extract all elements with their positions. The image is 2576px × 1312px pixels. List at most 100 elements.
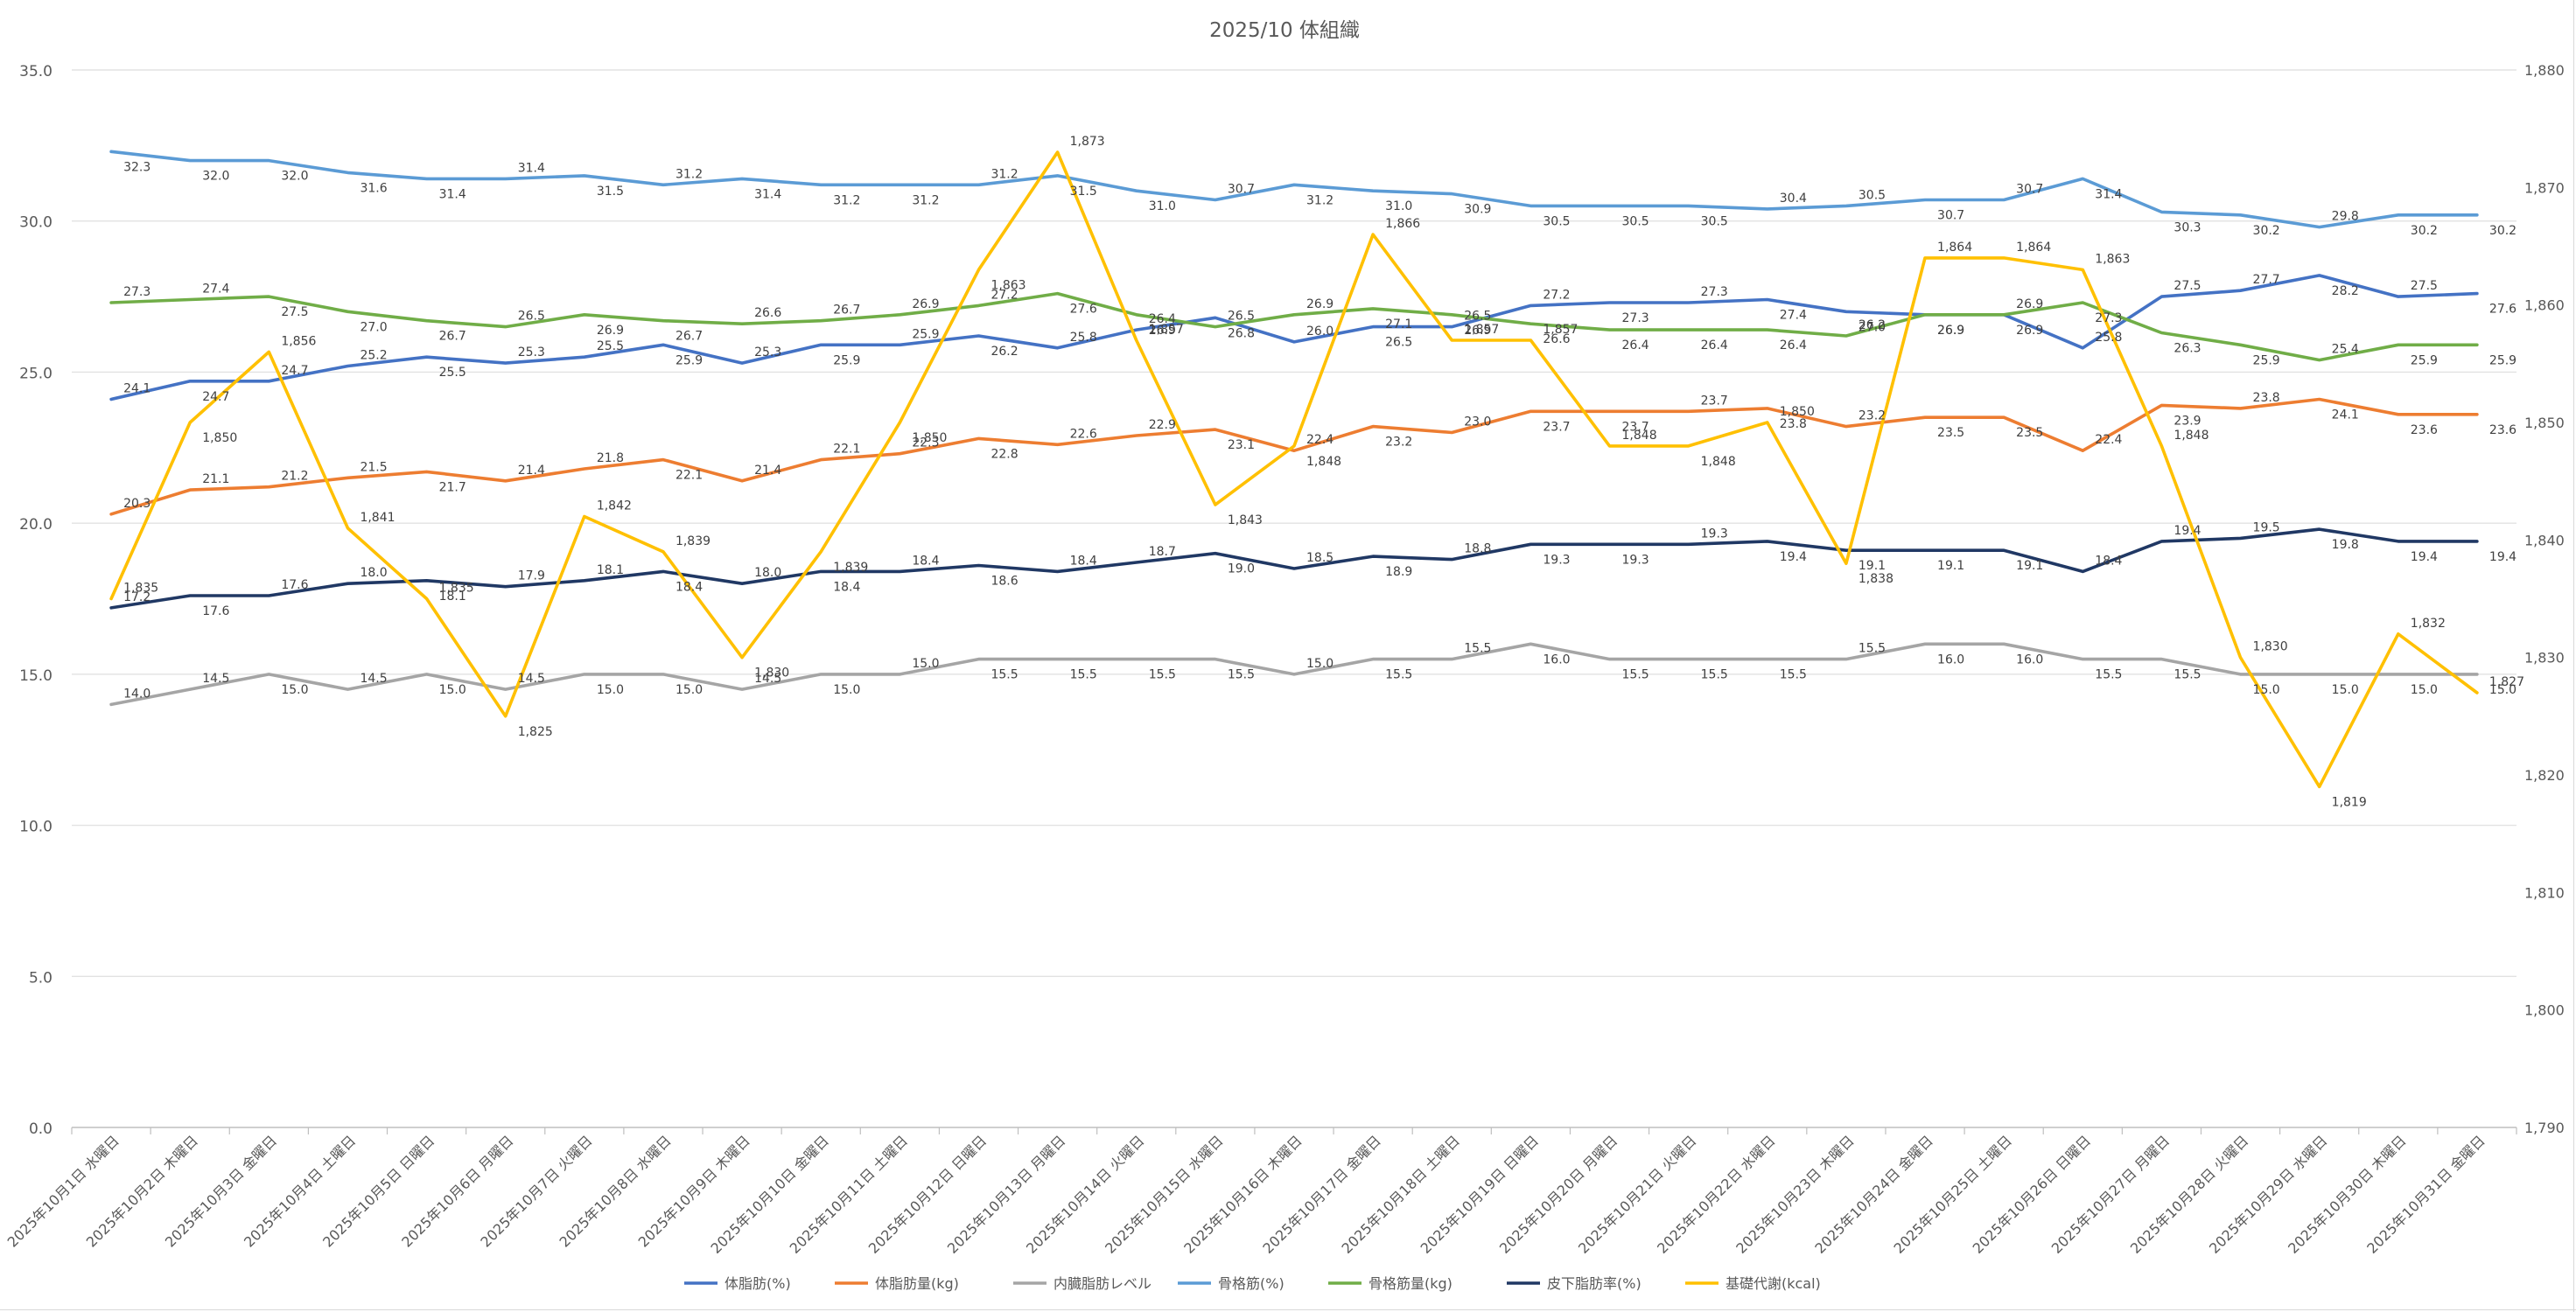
y-axis-left-tick-label: 5.0 bbox=[29, 969, 52, 987]
data-label: 27.3 bbox=[1622, 311, 1649, 325]
legend-entry-label: 体脂肪量(kg) bbox=[875, 1275, 959, 1292]
data-label: 14.5 bbox=[518, 672, 545, 686]
data-label: 27.7 bbox=[2253, 273, 2280, 287]
data-label: 1,857 bbox=[1149, 323, 1184, 337]
data-label: 1,873 bbox=[1070, 135, 1105, 149]
data-label: 23.2 bbox=[1385, 436, 1412, 450]
data-label: 27.5 bbox=[2411, 279, 2438, 293]
data-label: 26.5 bbox=[1228, 310, 1255, 324]
data-label: 23.0 bbox=[1464, 415, 1491, 429]
data-label: 25.5 bbox=[597, 339, 624, 353]
data-label: 18.0 bbox=[754, 566, 781, 580]
data-label: 15.5 bbox=[2174, 668, 2201, 682]
data-label: 15.5 bbox=[2095, 668, 2122, 682]
data-label: 26.4 bbox=[1701, 338, 1728, 352]
series-line bbox=[109, 150, 2479, 229]
data-label: 15.5 bbox=[1070, 668, 1097, 682]
data-label: 27.5 bbox=[281, 305, 308, 319]
data-label: 22.3 bbox=[912, 436, 939, 450]
data-label: 21.8 bbox=[597, 451, 624, 465]
data-label: 1,839 bbox=[676, 534, 710, 548]
data-label: 26.8 bbox=[1228, 326, 1255, 340]
data-label: 26.7 bbox=[439, 330, 466, 344]
data-label: 1,848 bbox=[1622, 429, 1657, 443]
data-label: 1,842 bbox=[597, 499, 632, 513]
chart-frame-right-edge bbox=[2573, 0, 2574, 1312]
data-label: 18.1 bbox=[439, 590, 466, 604]
data-label: 23.1 bbox=[1228, 438, 1255, 452]
series-line bbox=[109, 397, 2479, 516]
series-line bbox=[109, 150, 2479, 789]
data-label: 14.5 bbox=[360, 672, 387, 686]
data-label: 20.3 bbox=[123, 497, 150, 511]
data-label: 25.3 bbox=[518, 345, 545, 359]
data-label: 1,848 bbox=[1701, 455, 1736, 469]
data-label: 22.8 bbox=[990, 447, 1018, 461]
data-label: 23.6 bbox=[2411, 423, 2438, 437]
data-label: 26.4 bbox=[1780, 338, 1807, 352]
data-label: 27.0 bbox=[1858, 320, 1886, 334]
data-label: 26.4 bbox=[1149, 312, 1176, 326]
data-label: 14.5 bbox=[202, 672, 229, 686]
data-label: 1,832 bbox=[2411, 617, 2446, 631]
data-label: 19.5 bbox=[2253, 520, 2280, 534]
data-label: 1,838 bbox=[1858, 572, 1894, 586]
data-label: 15.0 bbox=[439, 683, 466, 697]
data-label: 19.3 bbox=[1543, 553, 1570, 567]
data-label: 25.8 bbox=[1070, 331, 1097, 345]
data-label: 15.0 bbox=[281, 683, 308, 697]
data-label: 15.0 bbox=[833, 683, 860, 697]
data-label: 26.2 bbox=[1858, 318, 1886, 332]
data-label: 32.0 bbox=[281, 170, 308, 184]
data-label: 14.0 bbox=[123, 687, 150, 701]
data-label: 25.2 bbox=[360, 349, 387, 363]
data-label: 23.5 bbox=[1937, 426, 1964, 440]
data-label: 26.5 bbox=[518, 310, 545, 324]
data-label: 15.0 bbox=[2489, 683, 2516, 697]
data-label: 23.7 bbox=[1543, 420, 1570, 434]
legend-entry-label: 骨格筋(%) bbox=[1218, 1275, 1284, 1292]
data-label: 31.0 bbox=[1149, 199, 1176, 213]
data-label: 15.5 bbox=[1385, 668, 1412, 682]
data-label: 31.4 bbox=[518, 161, 545, 175]
data-label: 22.1 bbox=[833, 443, 860, 457]
y-axis-right-tick-label: 1,830 bbox=[2524, 650, 2565, 666]
data-label: 26.7 bbox=[676, 330, 703, 344]
data-label: 30.4 bbox=[1780, 192, 1807, 206]
y-axis-right-tick-label: 1,860 bbox=[2524, 297, 2565, 314]
data-label: 26.6 bbox=[1543, 332, 1570, 346]
data-label: 1,850 bbox=[1780, 405, 1815, 419]
data-label: 31.2 bbox=[990, 167, 1018, 181]
data-label: 15.5 bbox=[1858, 642, 1886, 656]
data-label: 15.5 bbox=[990, 668, 1018, 682]
legend-entry-label: 体脂肪(%) bbox=[724, 1275, 791, 1292]
data-label: 26.9 bbox=[912, 297, 939, 311]
data-label: 18.1 bbox=[597, 563, 624, 577]
data-label: 27.0 bbox=[360, 320, 387, 334]
data-label: 27.6 bbox=[1070, 303, 1097, 317]
data-label: 1,857 bbox=[1543, 323, 1578, 337]
data-label: 23.8 bbox=[2253, 391, 2280, 405]
y-axis-right-tick-label: 1,790 bbox=[2524, 1120, 2565, 1136]
data-label: 30.2 bbox=[2411, 224, 2438, 238]
data-label: 19.1 bbox=[1858, 559, 1886, 573]
data-label: 25.5 bbox=[439, 366, 466, 380]
data-label: 31.4 bbox=[439, 187, 466, 201]
data-label: 19.3 bbox=[1701, 527, 1728, 541]
data-label: 23.8 bbox=[1780, 417, 1807, 431]
data-label: 18.4 bbox=[912, 554, 939, 568]
data-label: 26.4 bbox=[1622, 338, 1649, 352]
data-label: 19.8 bbox=[2332, 538, 2359, 552]
data-label: 26.9 bbox=[1937, 324, 1964, 338]
data-label: 26.9 bbox=[1149, 324, 1176, 338]
y-axis-right-tick-label: 1,870 bbox=[2524, 179, 2565, 196]
y-axis-left-tick-label: 0.0 bbox=[29, 1120, 52, 1138]
data-label: 30.3 bbox=[2174, 220, 2201, 234]
data-label: 30.2 bbox=[2253, 224, 2280, 238]
data-label: 1,863 bbox=[2095, 252, 2130, 266]
data-label: 19.3 bbox=[1622, 553, 1649, 567]
data-label: 21.5 bbox=[360, 460, 387, 474]
y-axis-right-tick-label: 1,810 bbox=[2524, 884, 2565, 901]
data-label: 21.7 bbox=[439, 480, 466, 494]
